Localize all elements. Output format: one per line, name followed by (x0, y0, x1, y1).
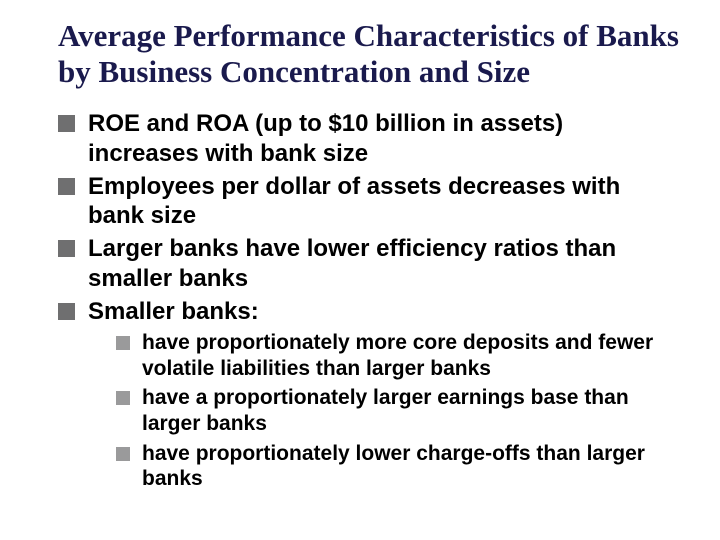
list-item: have proportionately more core deposits … (116, 330, 680, 381)
bullet-text: Larger banks have lower efficiency ratio… (88, 235, 616, 291)
list-item: Larger banks have lower efficiency ratio… (58, 234, 680, 293)
bullet-text: ROE and ROA (up to $10 billion in assets… (88, 110, 563, 166)
slide: Average Performance Characteristics of B… (0, 0, 720, 540)
sub-bullet-list: have proportionately more core deposits … (88, 330, 680, 492)
bullet-list: ROE and ROA (up to $10 billion in assets… (58, 109, 680, 492)
bullet-text: have a proportionately larger earnings b… (142, 386, 629, 435)
list-item: ROE and ROA (up to $10 billion in assets… (58, 109, 680, 168)
bullet-text: Smaller banks: (88, 298, 259, 325)
bullet-text: have proportionately lower charge-offs t… (142, 442, 645, 491)
list-item: have a proportionately larger earnings b… (116, 385, 680, 436)
bullet-text: Employees per dollar of assets decreases… (88, 173, 620, 229)
page-title: Average Performance Characteristics of B… (58, 18, 680, 89)
bullet-text: have proportionately more core deposits … (142, 331, 653, 380)
list-item: Employees per dollar of assets decreases… (58, 172, 680, 231)
list-item: have proportionately lower charge-offs t… (116, 441, 680, 492)
list-item: Smaller banks: have proportionately more… (58, 297, 680, 492)
